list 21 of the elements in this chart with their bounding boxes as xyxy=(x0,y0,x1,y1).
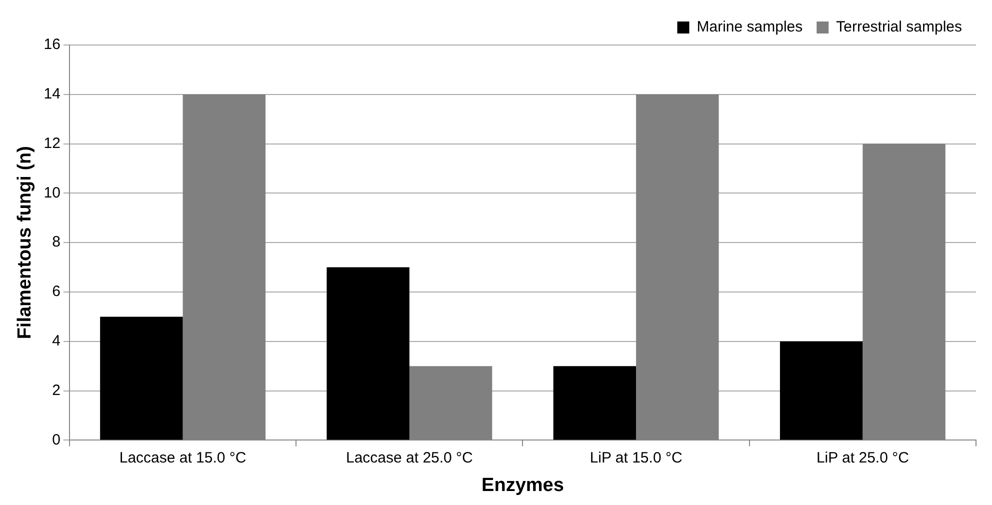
x-axis-title: Enzymes xyxy=(482,474,564,496)
bar xyxy=(780,341,863,440)
x-tick-label: Laccase at 15.0 °C xyxy=(119,449,246,466)
x-tick-label: LiP at 25.0 °C xyxy=(816,449,910,466)
y-axis-title: Filamentous fungi (n) xyxy=(14,146,36,340)
x-tick-label: Laccase at 25.0 °C xyxy=(346,449,474,466)
legend-label: Terrestrial samples xyxy=(836,18,962,36)
y-tick-label: 12 xyxy=(44,134,60,152)
y-tick-label: 4 xyxy=(52,332,60,350)
y-tick-label: 14 xyxy=(44,86,60,103)
bar xyxy=(100,316,183,440)
y-tick-label: 8 xyxy=(52,234,60,251)
bar xyxy=(553,366,636,440)
y-tick-label: 16 xyxy=(44,36,60,54)
legend-label: Marine samples xyxy=(696,18,803,36)
x-tick-label: LiP at 15.0 °C xyxy=(590,449,682,466)
y-tick-label: 0 xyxy=(52,431,60,448)
y-tick-label: 6 xyxy=(52,283,60,300)
y-tick-label: 10 xyxy=(44,184,60,202)
y-tick-label: 2 xyxy=(52,382,60,399)
bar xyxy=(326,267,410,440)
